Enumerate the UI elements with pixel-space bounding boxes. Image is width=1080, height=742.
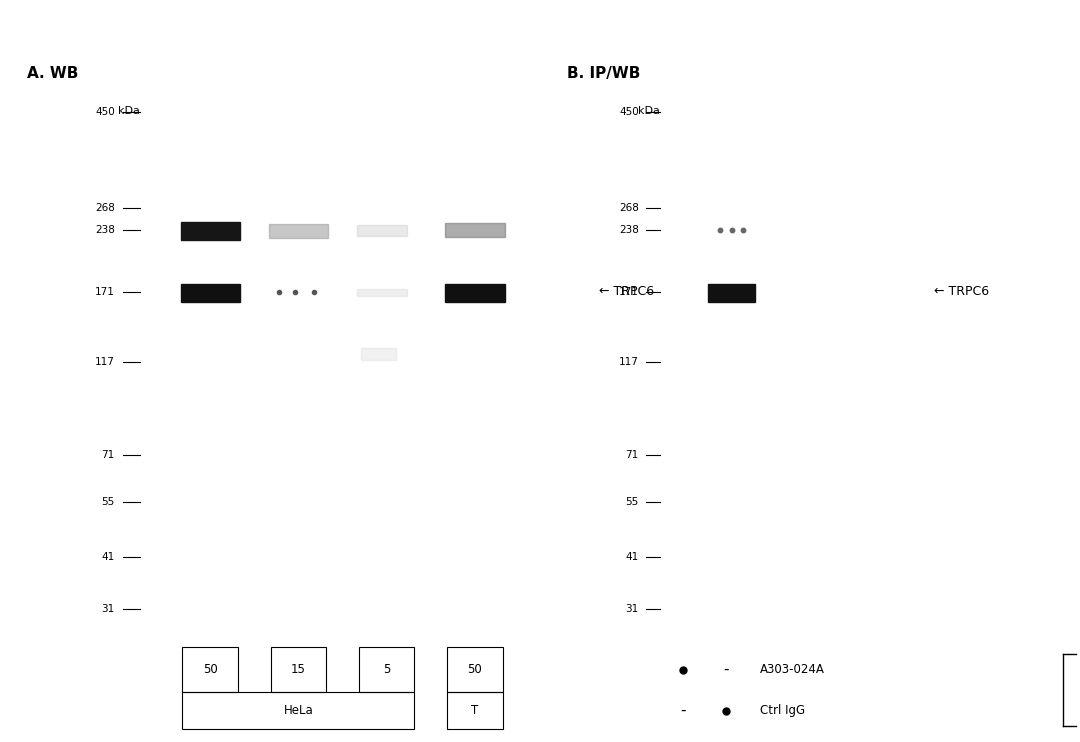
Text: 41: 41	[102, 552, 114, 562]
Bar	[180, 222, 240, 240]
Bar	[183, 692, 415, 729]
Bar	[356, 289, 407, 296]
Bar	[445, 223, 504, 237]
Text: B. IP/WB: B. IP/WB	[567, 66, 640, 81]
Bar	[356, 225, 407, 236]
Text: ← TRPC6: ← TRPC6	[599, 285, 654, 298]
Text: ← TRPC6: ← TRPC6	[934, 285, 989, 298]
Text: 117: 117	[619, 357, 638, 367]
Text: -: -	[723, 662, 729, 677]
Text: 238: 238	[95, 226, 114, 235]
Text: kDa: kDa	[638, 105, 660, 116]
Text: 117: 117	[95, 357, 114, 367]
Text: 268: 268	[619, 203, 638, 214]
Bar	[708, 284, 755, 303]
Text: 31: 31	[625, 604, 638, 614]
Text: 55: 55	[625, 497, 638, 508]
Text: 50: 50	[203, 663, 218, 676]
Bar	[269, 224, 328, 238]
Bar	[361, 348, 396, 360]
Bar	[447, 692, 502, 729]
Text: 41: 41	[625, 552, 638, 562]
Text: 171: 171	[95, 286, 114, 297]
Text: 5: 5	[383, 663, 390, 676]
Bar	[183, 647, 238, 692]
Text: -: -	[679, 703, 686, 718]
Text: 268: 268	[95, 203, 114, 214]
Text: HeLa: HeLa	[284, 704, 313, 717]
Text: 171: 171	[619, 286, 638, 297]
Text: 15: 15	[291, 663, 306, 676]
Text: A303-024A: A303-024A	[760, 663, 825, 676]
Text: kDa: kDa	[118, 105, 140, 116]
Text: T: T	[471, 704, 478, 717]
Text: 71: 71	[625, 450, 638, 460]
Text: 55: 55	[102, 497, 114, 508]
Text: A. WB: A. WB	[27, 66, 79, 81]
Bar	[447, 647, 502, 692]
Bar	[271, 647, 326, 692]
Bar	[359, 647, 415, 692]
Text: 50: 50	[468, 663, 482, 676]
Text: 71: 71	[102, 450, 114, 460]
Text: 450: 450	[95, 107, 114, 117]
Text: Ctrl IgG: Ctrl IgG	[760, 704, 806, 717]
Bar	[445, 284, 504, 303]
Text: 450: 450	[619, 107, 638, 117]
Text: 31: 31	[102, 604, 114, 614]
Text: 238: 238	[619, 226, 638, 235]
Bar	[180, 284, 240, 303]
